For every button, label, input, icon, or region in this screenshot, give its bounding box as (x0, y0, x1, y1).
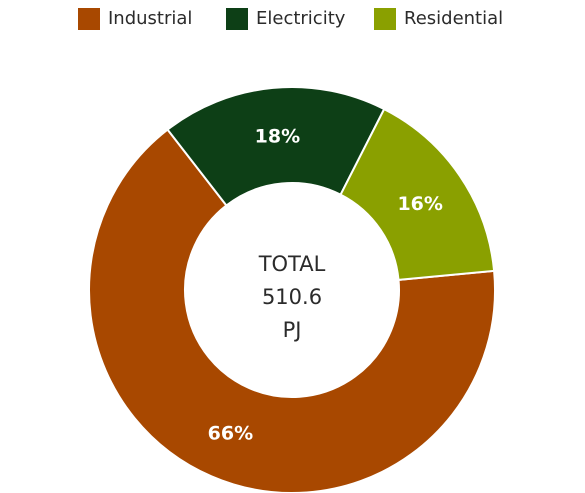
legend-label-residential: Residential (404, 8, 504, 29)
legend-swatch-industrial (78, 8, 100, 30)
legend-swatch-residential (374, 8, 396, 30)
donut-center-text: TOTAL 510.6 PJ (258, 252, 326, 342)
slice-label-electricity: 18% (255, 126, 300, 148)
slice-labels: 66% 18% 16% (208, 126, 443, 445)
center-total-label: TOTAL (258, 252, 326, 276)
slice-industrial (88, 128, 496, 493)
legend-swatch-electricity (226, 8, 248, 30)
slice-electricity (166, 86, 386, 207)
chart-legend: Industrial Electricity Residential (78, 6, 508, 34)
center-total-value: 510.6 (262, 285, 322, 309)
donut-slices (88, 86, 496, 493)
legend-label-industrial: Industrial (108, 8, 193, 29)
slice-label-residential: 16% (397, 193, 442, 215)
slice-label-industrial: 66% (208, 422, 253, 444)
legend-label-electricity: Electricity (256, 8, 346, 29)
slice-residential (339, 107, 496, 282)
center-total-unit: PJ (283, 318, 302, 342)
